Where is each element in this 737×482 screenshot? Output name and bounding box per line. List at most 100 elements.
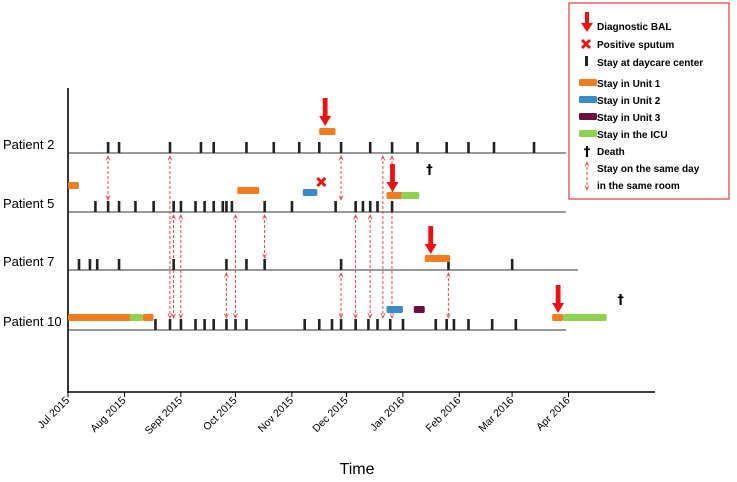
daycare-mark [376,201,379,212]
legend-label: Stay in the ICU [597,130,668,141]
x-tick-label: Sept 2015 [143,395,185,437]
positive-sputum-cross [316,176,327,188]
daycare-mark [367,319,370,330]
daycare-mark [354,201,357,212]
x-tick-label: Nov 2015 [256,395,296,435]
daycare-mark [434,319,438,330]
x-tick-label: Oct 2015 [201,395,240,434]
daycare-mark [452,319,456,330]
patient-label: Patient 5 [3,196,54,211]
stay-unit3-bar [413,306,425,313]
legend-label: Death [597,147,625,158]
daycare-mark [339,319,343,330]
daycare-mark [297,142,301,153]
daycare-mark [303,319,306,330]
daycare-mark [168,142,172,153]
stay-unit1-bar [386,192,403,199]
legend-daycare-mark [585,56,588,66]
daycare-mark [245,319,248,330]
daycare-mark [77,259,81,270]
daycare-mark [225,201,228,212]
daycare-mark [88,259,92,270]
legend-unit3-swatch [579,113,597,120]
daycare-mark [172,201,175,212]
stay-icu-bar [563,314,607,321]
daycare-mark [168,319,172,330]
x-tick-label: Jul 2015 [36,395,73,432]
daycare-mark [492,142,496,153]
daycare-mark [390,142,394,153]
daycare-mark [199,142,203,153]
patient-label: Patient 10 [3,314,62,329]
daycare-mark [467,142,470,153]
daycare-mark [234,319,237,330]
death-dagger: † [617,293,624,308]
stay-unit2-bar [302,189,318,196]
x-tick-label: Mar 2016 [476,395,516,435]
legend-label: Stay in Unit 3 [597,113,661,124]
stay-unit1-bar [424,255,451,262]
daycare-mark [272,142,276,153]
daycare-mark [194,201,197,212]
daycare-mark [212,319,215,330]
daycare-mark [94,201,97,212]
daycare-mark [245,142,248,153]
daycare-mark [212,142,215,153]
daycare-mark [514,319,518,330]
daycare-mark [230,201,234,212]
stay-unit1-bar [68,314,132,321]
daycare-mark [390,201,394,212]
x-tick-label: Apr 2016 [534,395,573,434]
daycare-mark [154,319,157,330]
daycare-mark [490,319,494,330]
daycare-mark [339,142,343,153]
daycare-mark [95,259,99,270]
x-tick-label: Feb 2016 [424,395,464,435]
daycare-mark [361,201,365,212]
daycare-mark [467,319,470,330]
patient-label: Patient 2 [3,137,54,152]
legend-sputum-cross [580,38,592,50]
daycare-mark [445,319,448,330]
stay-unit1-bar [552,314,564,321]
daycare-mark [221,201,225,212]
stay-unit1-bar [237,187,260,194]
legend-label: Stay in Unit 1 [597,79,661,90]
daycare-mark [317,319,321,330]
x-tick-label: Dec 2015 [310,395,350,435]
daycare-mark [334,201,337,212]
legend-label-line2: in the same room [597,181,680,192]
legend-icu-swatch [579,130,597,137]
daycare-mark [225,259,228,270]
daycare-mark [263,201,266,212]
daycare-mark [117,142,121,153]
daycare-mark [401,319,405,330]
diagnostic-bal-arrow [424,226,437,254]
stay-icu-bar [401,192,420,199]
stay-unit1-bar [319,128,336,135]
daycare-mark [532,142,536,153]
daycare-mark [106,142,110,153]
legend-unit1-swatch [579,79,597,86]
daycare-mark [368,201,372,212]
daycare-mark [203,319,206,330]
patient-label: Patient 7 [3,254,54,269]
x-tick-label: Aug 2015 [88,395,128,435]
diagnostic-bal-arrow [552,285,565,313]
daycare-mark [290,201,294,212]
daycare-mark [368,142,372,153]
daycare-mark [172,259,175,270]
diagnostic-bal-arrow [386,164,399,192]
legend-label: Positive sputum [597,40,674,51]
legend-bal-arrow [581,12,593,32]
daycare-mark [212,201,215,212]
daycare-mark [117,259,121,270]
diagnostic-bal-arrow [319,98,332,126]
daycare-mark [134,201,137,212]
daycare-mark [388,319,392,330]
stay-unit1-bar [68,182,79,189]
daycare-mark [179,201,183,212]
x-tick-label: Jan 2016 [368,395,407,434]
daycare-mark [445,142,448,153]
